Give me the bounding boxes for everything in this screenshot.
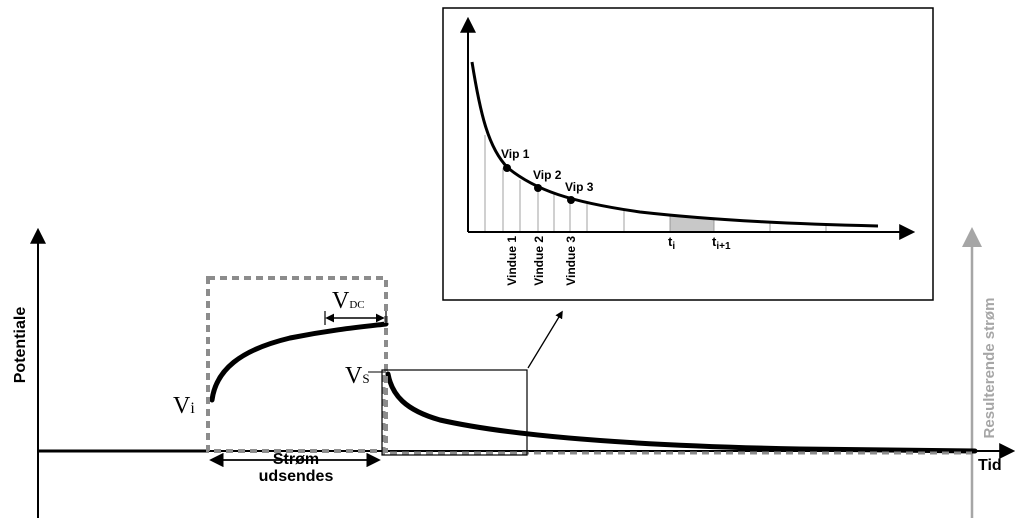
vip-point-3 (567, 196, 575, 204)
vip-point-2 (534, 184, 542, 192)
window-label-2: Vindue 2 (532, 236, 546, 286)
decay-curve (385, 371, 978, 454)
ti-label: ti (668, 234, 675, 252)
vs-label: VS (345, 363, 370, 389)
current-on-box (206, 276, 388, 453)
window-label-3: Vindue 3 (564, 236, 578, 286)
window-label-1: Vindue 1 (505, 236, 519, 286)
zoom-rectangle (381, 369, 528, 456)
right-y-axis-label: Resulterende strøm (981, 298, 998, 439)
inset-panel: Vip 1 Vip 2 Vip 3 Vindue 1 Vindue 2 Vind… (442, 7, 934, 301)
vip-label-2: Vip 2 (533, 168, 562, 182)
window-dividers (484, 135, 827, 232)
vdc-label: VDC (332, 288, 365, 314)
current-label-line2: udsendes (259, 468, 334, 485)
vip-label-3: Vip 3 (565, 180, 594, 194)
current-label-line1: Strøm (273, 451, 319, 468)
decay-dashed-box (382, 375, 972, 455)
vip-label-1: Vip 1 (501, 147, 530, 161)
vi-label: Vi (173, 393, 195, 419)
potential-curve (38, 321, 978, 454)
shaded-window (670, 216, 714, 232)
x-axis-label: Tid (978, 457, 1002, 474)
inset-decay-curve (470, 61, 879, 228)
inset-frame (442, 7, 934, 301)
ti1-label: ti+1 (712, 234, 731, 252)
zoom-pointer-arrow (527, 310, 563, 369)
charging-curve (209, 321, 389, 403)
y-axis-label: Potentiale (12, 307, 29, 384)
vip-point-1 (503, 164, 511, 172)
